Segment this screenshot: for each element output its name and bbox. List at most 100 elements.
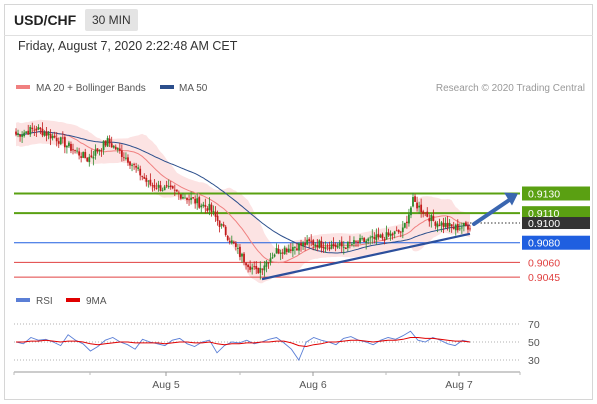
candle-body — [149, 179, 152, 185]
candle-body — [120, 150, 123, 157]
candle-body — [261, 268, 264, 270]
candle-body — [379, 235, 382, 238]
candle-body — [454, 224, 457, 231]
rsi-tick-label-1: 50 — [528, 337, 540, 349]
candle-body — [53, 135, 56, 138]
candle-body — [108, 138, 111, 144]
candle-body — [267, 262, 270, 264]
candle-body — [371, 235, 374, 238]
ma50-line — [15, 131, 471, 254]
credit-label: Research © 2020 Trading Central — [436, 83, 585, 94]
candle-body — [234, 243, 237, 247]
candle-body — [460, 227, 463, 229]
current-price-tag — [522, 217, 590, 230]
candle-body — [55, 137, 58, 142]
timeframe-button[interactable]: 30 MIN — [85, 9, 138, 31]
candle-body — [61, 137, 64, 139]
candle-body — [393, 231, 396, 235]
candle-body — [86, 157, 89, 162]
candle-body — [33, 129, 36, 131]
candle-body — [206, 208, 209, 211]
candle-body — [442, 222, 445, 227]
candle-body — [74, 150, 76, 151]
rsi-legend-swatch — [16, 298, 30, 302]
candle-body — [198, 197, 201, 208]
candle-body — [281, 252, 284, 254]
candle-body — [296, 248, 298, 251]
candle-body — [82, 151, 85, 158]
candle-body — [78, 151, 81, 156]
x-tick-label-1: Aug 6 — [299, 379, 327, 391]
candle-body — [17, 133, 19, 135]
candle-body — [161, 190, 164, 192]
candle-body — [450, 224, 453, 227]
candle-body — [314, 244, 317, 247]
candle-body — [408, 214, 410, 224]
candle-body — [330, 244, 333, 249]
candle-body — [59, 137, 62, 145]
candle-body — [265, 261, 268, 267]
candle-body — [21, 134, 24, 137]
candle-body — [200, 205, 203, 208]
candle-body — [316, 244, 319, 248]
candle-body — [118, 148, 121, 151]
candle-body — [188, 199, 190, 201]
candle-body — [458, 228, 461, 230]
candle-body — [412, 197, 414, 207]
candle-body — [63, 137, 66, 148]
candle-body — [177, 192, 180, 194]
candle-body — [336, 245, 339, 248]
candle-body — [241, 253, 243, 257]
candle-body — [204, 205, 207, 207]
candle-body — [237, 248, 239, 249]
candle-body — [182, 197, 184, 199]
candle-body — [275, 248, 278, 254]
candle-body — [310, 240, 313, 242]
datetime-label: Friday, August 7, 2020 2:22:48 AM CET — [18, 39, 238, 53]
candle-body — [385, 232, 388, 240]
candle-body — [186, 197, 188, 200]
candle-body — [432, 215, 435, 221]
candle-body — [277, 248, 280, 254]
rsi-tick-label-0: 70 — [528, 319, 540, 331]
ma50-legend-swatch — [160, 85, 174, 89]
projection-arrow-head — [504, 192, 518, 206]
candle-body — [127, 157, 129, 163]
projection-arrow-shaft — [472, 197, 512, 227]
candle-body — [25, 131, 28, 133]
candle-body — [157, 184, 160, 188]
candle-body — [263, 265, 266, 271]
candle-body — [143, 176, 146, 179]
candle-body — [361, 238, 363, 240]
candle-body — [444, 223, 447, 227]
candle-body — [300, 242, 302, 246]
level-label-0: 0.9130 — [528, 189, 560, 201]
candle-body — [92, 156, 95, 159]
candle-body — [269, 258, 272, 263]
ma-bb-legend-swatch — [16, 85, 30, 89]
candle-body — [456, 223, 459, 231]
candle-body — [363, 237, 366, 242]
candle-body — [45, 131, 48, 136]
candle-body — [167, 186, 170, 188]
candle-body — [175, 189, 178, 192]
level-tag-0 — [522, 186, 590, 201]
candle-body — [367, 238, 370, 241]
candle-body — [228, 240, 231, 243]
candle-body — [326, 246, 329, 248]
candle-body — [414, 196, 416, 202]
candle-body — [49, 134, 52, 139]
candle-body — [369, 237, 372, 239]
candle-body — [102, 141, 105, 151]
candle-body — [383, 239, 386, 241]
candle-body — [294, 247, 296, 248]
candle-body — [359, 238, 361, 243]
candle-body — [446, 222, 449, 228]
candle-body — [462, 223, 465, 227]
candle-body — [377, 233, 380, 238]
candle-body — [298, 243, 300, 251]
candle-body — [96, 148, 99, 152]
x-tick-label-2: Aug 7 — [445, 379, 473, 391]
candle-body — [159, 185, 162, 191]
